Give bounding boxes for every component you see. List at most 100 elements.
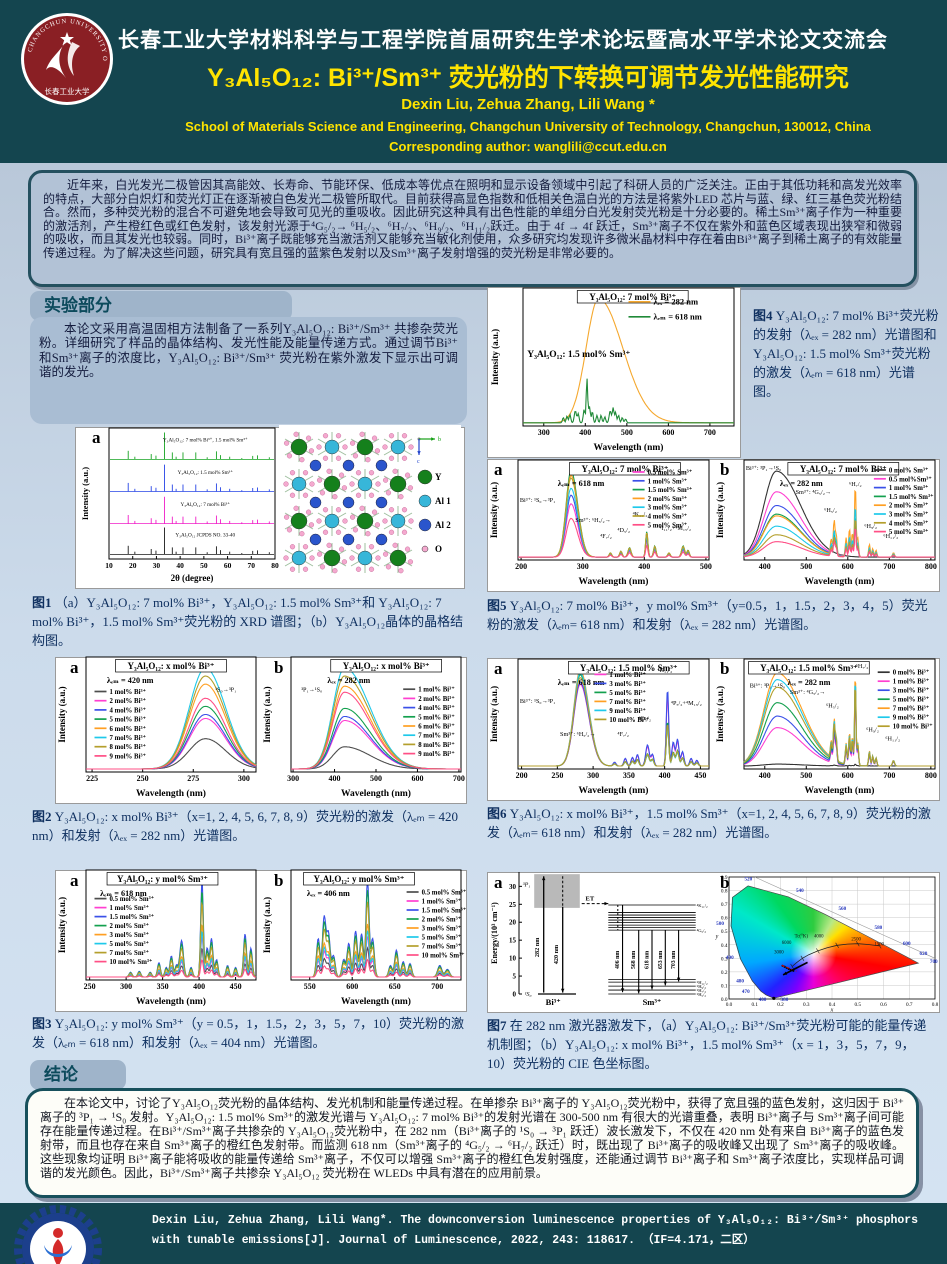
- svg-text:400: 400: [758, 562, 770, 571]
- svg-text:30: 30: [153, 561, 161, 570]
- svg-text:618 nm: 618 nm: [644, 951, 650, 969]
- svg-text:⁴K₁₁/₂: ⁴K₁₁/₂: [632, 511, 647, 518]
- svg-text:x: x: [829, 1008, 833, 1013]
- logo-figure-body: [52, 1239, 64, 1264]
- svg-text:⁶H₁₁/₂: ⁶H₁₁/₂: [883, 533, 898, 540]
- conclusion-box: 在本论文中，讨论了Y₃Al₅O₁₂荧光粉的晶体结构、发光机制和能量传递过程。在单…: [25, 1088, 919, 1198]
- svg-text:250: 250: [84, 982, 96, 991]
- svg-text:Sm³⁺: Sm³⁺: [642, 997, 661, 1007]
- svg-text:10: 10: [105, 561, 113, 570]
- conclusion-heading: 结论: [30, 1060, 126, 1090]
- svg-text:60: 60: [224, 561, 232, 570]
- svg-text:⁶H₁₁/₂: ⁶H₁₁/₂: [696, 980, 707, 985]
- figure-7-caption: 图7 在 282 nm 激光器激发下，（a）Y₃Al₅O₁₂: Bi³⁺/Sm³…: [487, 1016, 932, 1073]
- svg-text:λₑₘ = 618 nm: λₑₘ = 618 nm: [557, 479, 604, 488]
- svg-text:0 mol% Sm³⁺: 0 mol% Sm³⁺: [888, 468, 928, 475]
- figure-2-panel: a b 225 250 275 300 Wavelength (nm) Intensity…: [55, 656, 467, 804]
- svg-text:Intensity (a.u.): Intensity (a.u.): [57, 897, 67, 953]
- svg-text:600: 600: [662, 428, 674, 437]
- figure-6-caption-text: Y₃Al₅O₁₂: x mol% Bi³⁺，1.5 mol% Sm³⁺（x=1,…: [487, 806, 931, 840]
- svg-text:3 mol% Sm³⁺: 3 mol% Sm³⁺: [647, 505, 687, 512]
- svg-text:40: 40: [176, 561, 184, 570]
- svg-text:Intensity (a.u.): Intensity (a.u.): [715, 482, 725, 538]
- svg-text:3 mol% Sm³⁺: 3 mol% Sm³⁺: [110, 932, 150, 939]
- figure-3a-label: a: [70, 871, 79, 890]
- svg-text:500: 500: [800, 771, 812, 780]
- svg-text:0.5 mol% Sm³⁺: 0.5 mol% Sm³⁺: [110, 896, 155, 903]
- svg-text:350: 350: [622, 771, 634, 780]
- svg-text:5 mol% Bi³⁺: 5 mol% Bi³⁺: [418, 714, 455, 721]
- figure-7-cie-diagram: 0.0 0.1 0.2 0.3 0.4 0.5 0.6 0.7 0.8 0.0 0.1 0.2 0.3 0…: [713, 874, 939, 1012]
- svg-text:20: 20: [509, 919, 517, 927]
- svg-text:Al 2: Al 2: [435, 520, 451, 530]
- corresponding-author: Corresponding author: wanglili@ccut.edu.…: [389, 139, 667, 154]
- figure-5a-label: a: [494, 460, 503, 479]
- svg-text:10 mol% Bi³⁺: 10 mol% Bi³⁺: [892, 724, 932, 731]
- svg-text:10: 10: [509, 955, 517, 963]
- svg-text:580: 580: [874, 925, 882, 931]
- svg-text:Intensity (a.u.): Intensity (a.u.): [715, 686, 725, 742]
- svg-text:4 mol% Bi³⁺: 4 mol% Bi³⁺: [418, 705, 455, 712]
- svg-text:500: 500: [800, 562, 812, 571]
- poster-body: 近年来，白光发光二极管因其高能效、长寿命、节能环保、低成本等优点在照明和显示设备…: [0, 163, 947, 1203]
- svg-text:¹S₀: ¹S₀: [524, 992, 531, 998]
- figure-6-caption-label: 图6: [487, 806, 507, 821]
- svg-text:³P₁→¹S₀: ³P₁→¹S₀: [301, 687, 322, 694]
- svg-text:800: 800: [924, 771, 936, 780]
- svg-text:653 nm: 653 nm: [657, 951, 663, 969]
- svg-text:5 mol% Sm³⁺: 5 mol% Sm³⁺: [647, 522, 687, 529]
- svg-text:λₑₓ = 282 nm: λₑₓ = 282 nm: [327, 676, 370, 685]
- svg-text:Y₃Al₅O₁₂: 7 mol% Bi³⁺: Y₃Al₅O₁₂: 7 mol% Bi³⁺: [589, 292, 676, 302]
- svg-text:5 mol% Bi³⁺: 5 mol% Bi³⁺: [892, 697, 929, 704]
- svg-text:1 mol% Bi³⁺: 1 mol% Bi³⁺: [892, 679, 929, 686]
- svg-text:2 mol% Sm³⁺: 2 mol% Sm³⁺: [888, 503, 928, 510]
- university-logo: CHANGCHUN UNIVERSITY OF TECHNOLOGY 长春工业大…: [20, 12, 113, 105]
- svg-text:0.5 mol% Sm³⁺: 0.5 mol% Sm³⁺: [422, 890, 466, 897]
- svg-text:600: 600: [841, 771, 853, 780]
- svg-text:2 mol% Bi³⁺: 2 mol% Bi³⁺: [110, 698, 147, 705]
- svg-text:1.5 mol% Sm³⁺: 1.5 mol% Sm³⁺: [422, 908, 466, 915]
- svg-text:200: 200: [515, 562, 527, 571]
- svg-text:⁶H₇/₂: ⁶H₇/₂: [696, 988, 706, 993]
- svg-text:500: 500: [370, 774, 382, 783]
- svg-text:Y: Y: [435, 472, 442, 482]
- svg-text:70: 70: [248, 561, 256, 570]
- figure-3-panel: a b 250 300 350 400 450 Wavelength (nm) Intens…: [55, 869, 467, 1012]
- svg-text:380: 380: [780, 997, 788, 1003]
- svg-text:⁴P₅/₂+⁴M₁₉/₂: ⁴P₅/₂+⁴M₁₉/₂: [670, 700, 701, 707]
- svg-text:⁴F₇/₂: ⁴F₇/₂: [600, 533, 612, 540]
- figure-2-emission-chart: 300 400 500 600 700 Wavelength (nm) Intensity …: [261, 653, 466, 803]
- figure-3-caption: 图3 Y₃Al₅O₁₂: y mol% Sm³⁺（y = 0.5，1，1.5，2…: [32, 1014, 466, 1052]
- svg-text:2 mol% Sm³⁺: 2 mol% Sm³⁺: [110, 923, 150, 930]
- svg-text:⁴D₅/₂: ⁴D₅/₂: [617, 527, 630, 534]
- svg-text:10 mol% Sm³⁺: 10 mol% Sm³⁺: [110, 959, 153, 966]
- figure-1a-label: a: [92, 428, 101, 447]
- figure-7b-label: b: [720, 873, 730, 892]
- svg-text:500: 500: [699, 562, 711, 571]
- svg-text:6000: 6000: [781, 941, 791, 946]
- introduction-text: 近年来，白光发光二极管因其高能效、长寿命、节能环保、低成本等优点在照明和显示设备…: [43, 178, 902, 260]
- logo-star: [60, 32, 74, 46]
- svg-text:Wavelength (nm): Wavelength (nm): [804, 576, 874, 586]
- svg-text:Wavelength (nm): Wavelength (nm): [341, 788, 411, 798]
- svg-text:⁶H₅/₂: ⁶H₅/₂: [826, 702, 839, 709]
- svg-text:2 mol% Sm³⁺: 2 mol% Sm³⁺: [647, 496, 687, 503]
- svg-text:400: 400: [329, 774, 341, 783]
- figure-6-caption: 图6 Y₃Al₅O₁₂: x mol% Bi³⁺，1.5 mol% Sm³⁺（x…: [487, 804, 932, 842]
- figure-5-caption: 图5 Y₃Al₅O₁₂: 7 mol% Bi³⁺，y mol% Sm³⁺（y=0…: [487, 596, 932, 634]
- svg-text:0.6: 0.6: [720, 916, 727, 922]
- affiliation: School of Materials Science and Engineer…: [185, 119, 871, 134]
- svg-text:Y₃Al₅O₁₂: 1.5 mol% Sm³⁺: Y₃Al₅O₁₂: 1.5 mol% Sm³⁺: [178, 470, 234, 476]
- svg-text:6 mol% Bi³⁺: 6 mol% Bi³⁺: [418, 724, 455, 731]
- svg-text:25: 25: [509, 901, 517, 909]
- svg-text:2 mol% Sm³⁺: 2 mol% Sm³⁺: [422, 917, 462, 924]
- svg-text:6 mol% Bi³⁺: 6 mol% Bi³⁺: [110, 726, 147, 733]
- svg-text:3 mol% Bi³⁺: 3 mol% Bi³⁺: [609, 681, 646, 688]
- svg-text:450: 450: [694, 771, 706, 780]
- svg-text:Wavelength (nm): Wavelength (nm): [578, 576, 648, 586]
- svg-text:5 mol% Sm³⁺: 5 mol% Sm³⁺: [110, 941, 150, 948]
- svg-text:9 mol% Bi³⁺: 9 mol% Bi³⁺: [110, 753, 147, 760]
- figure-5b-label: b: [720, 460, 730, 479]
- figure-6-excitation-chart: 200 250 300 350 400 450 Wavelength (nm) Intensi…: [488, 655, 714, 800]
